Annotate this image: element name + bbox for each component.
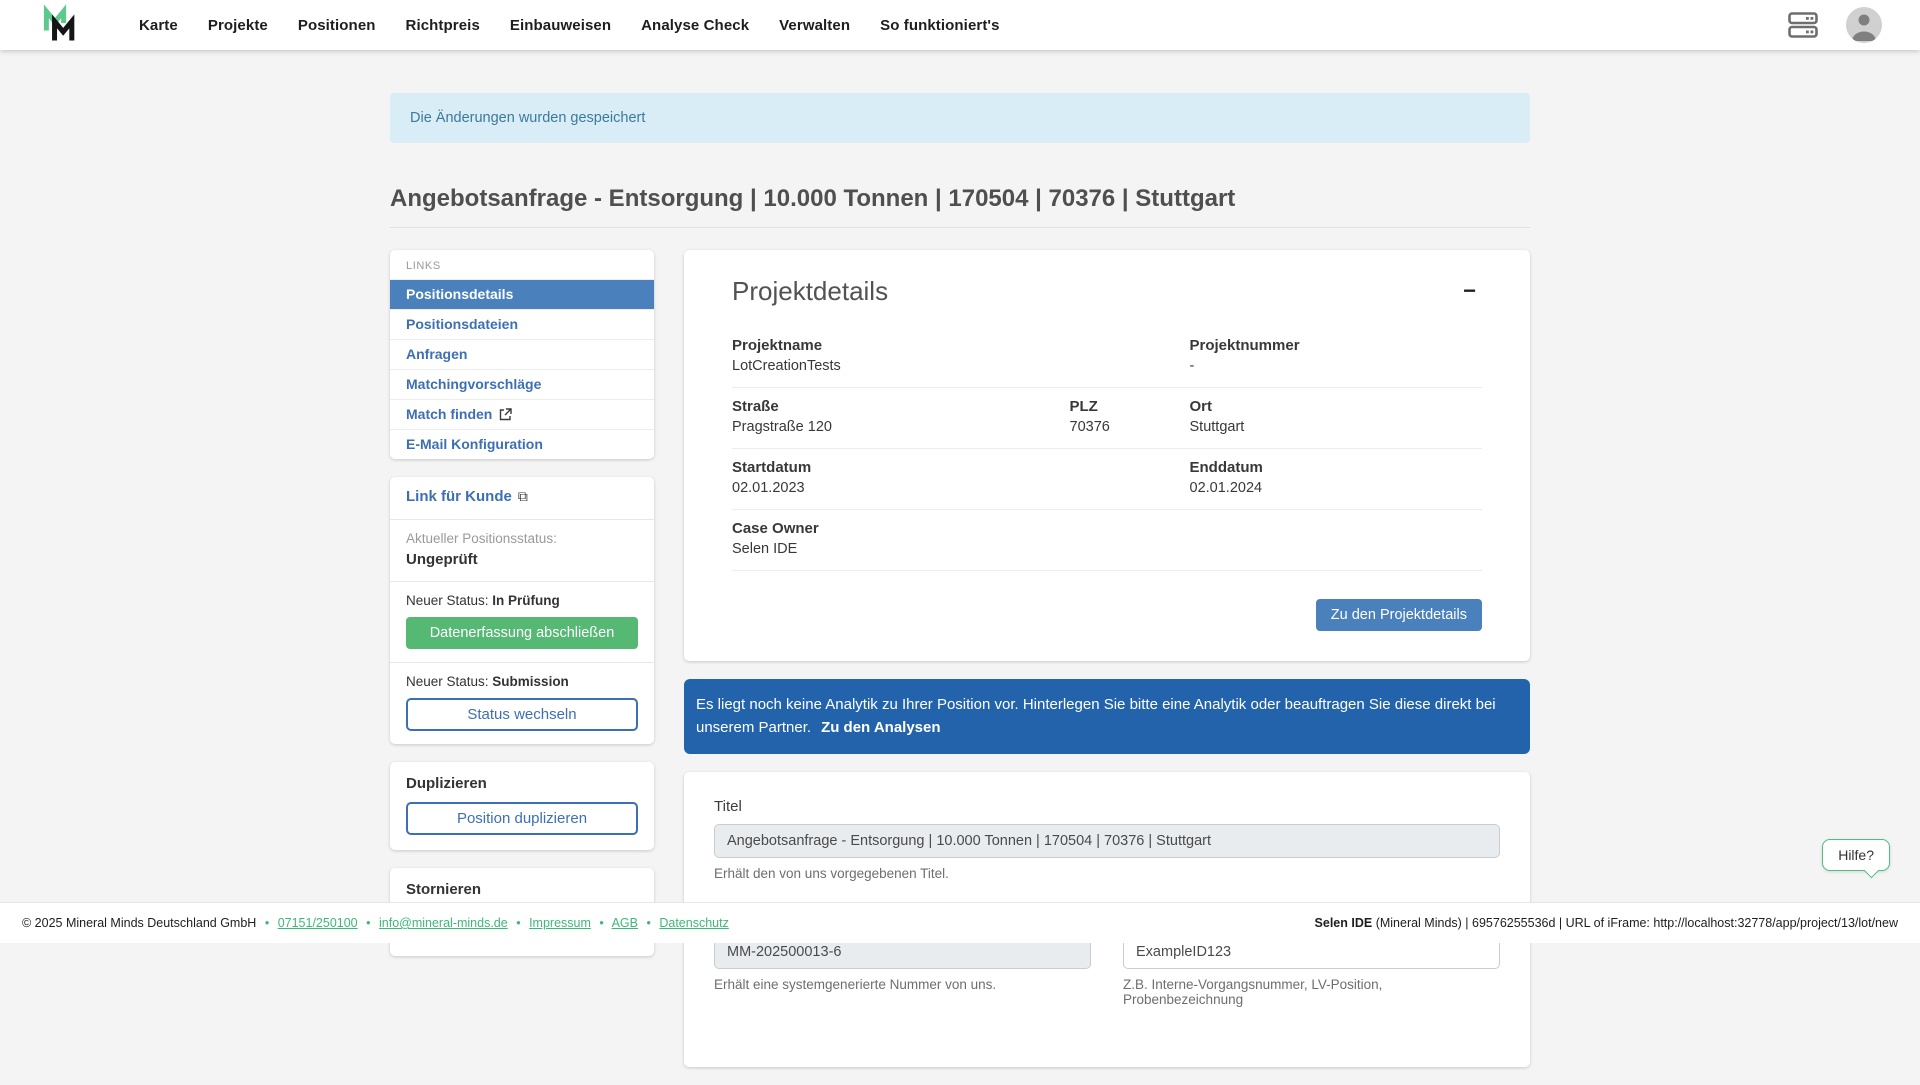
footer-link-email[interactable]: info@mineral-minds.de [379,916,508,930]
footer-link-agb[interactable]: AGB [612,916,638,930]
project-details-grid: Projektname LotCreationTests Projektnumm… [732,327,1482,571]
new-status-line-2: Neuer Status: Submission [406,674,638,689]
save-success-alert: Die Änderungen wurden gespeichert [390,93,1530,143]
nav-item-einbauweisen[interactable]: Einbauweisen [495,17,626,34]
detail-row-owner: Case Owner Selen IDE [732,510,1482,571]
title-helper-text: Erhält den von uns vorgegebenen Titel. [714,866,1500,881]
detail-row-name: Projektname LotCreationTests Projektnumm… [732,327,1482,388]
nav-item-richtpreis[interactable]: Richtpreis [391,17,495,34]
main-content: Projektdetails − Projektname LotCreation… [684,250,1530,1085]
nav-item-positionen[interactable]: Positionen [283,17,391,34]
status-card: Link für Kunde ⧉ Aktueller Positionsstat… [390,477,654,744]
footer-user-name: Selen IDE [1315,916,1373,930]
links-card: LINKS Positionsdetails Positionsdateien … [390,250,654,459]
duplicate-position-button[interactable]: Position duplizieren [406,802,638,835]
collapse-icon[interactable]: − [1457,276,1482,306]
copy-icon[interactable]: ⧉ [518,488,528,505]
help-button[interactable]: Hilfe? [1822,839,1890,871]
sidebar-item-positionsdetails[interactable]: Positionsdetails [390,279,654,309]
sidebar: LINKS Positionsdetails Positionsdateien … [390,250,654,974]
server-icon[interactable] [1788,12,1818,38]
sidebar-item-match-finden[interactable]: Match finden [390,399,654,429]
detail-row-dates: Startdatum 02.01.2023 Enddatum 02.01.202… [732,449,1482,510]
sidebar-item-matchingvorschlaege[interactable]: Matchingvorschläge [390,369,654,399]
project-details-title: Projektdetails [732,276,888,307]
detail-row-address: Straße Pragstraße 120 PLZ 70376 Ort Stut… [732,388,1482,449]
switch-status-button[interactable]: Status wechseln [406,698,638,731]
copyright-text: © 2025 Mineral Minds Deutschland GmbH [22,916,256,930]
footer-link-impressum[interactable]: Impressum [529,916,591,930]
our-position-number-helper: Erhält eine systemgenerierte Nummer von … [714,977,1091,992]
sidebar-item-anfragen[interactable]: Anfragen [390,339,654,369]
sidebar-item-label: Match finden [406,406,492,422]
project-details-card: Projektdetails − Projektname LotCreation… [684,250,1530,661]
nav-item-projekte[interactable]: Projekte [193,17,283,34]
page-title: Angebotsanfrage - Entsorgung | 10.000 To… [390,185,1530,228]
links-header: LINKS [390,250,654,279]
footer: © 2025 Mineral Minds Deutschland GmbH • … [0,902,1920,943]
footer-left: © 2025 Mineral Minds Deutschland GmbH • … [22,916,729,930]
top-navbar: Karte Projekte Positionen Richtpreis Ein… [0,0,1920,50]
customer-link[interactable]: Link für Kunde ⧉ [406,488,528,505]
nav-item-karte[interactable]: Karte [124,17,193,34]
position-number-helper: Z.B. Interne-Vorgangsnummer, LV-Position… [1123,977,1500,1007]
current-status-value: Ungeprüft [406,551,638,568]
external-link-icon [499,408,512,421]
customer-link-label: Link für Kunde [406,488,512,505]
analytics-banner: Es liegt noch keine Analytik zu Ihrer Po… [684,679,1530,754]
person-icon [1846,7,1882,43]
current-status-label: Aktueller Positionsstatus: [406,531,638,546]
complete-data-entry-button[interactable]: Datenerfassung abschließen [406,617,638,649]
user-avatar[interactable] [1846,7,1882,43]
footer-session-info: Selen IDE (Mineral Minds) | 69576255536d… [1315,916,1898,930]
footer-link-datenschutz[interactable]: Datenschutz [659,916,728,930]
nav-item-analyse-check[interactable]: Analyse Check [626,17,764,34]
go-to-analyses-link[interactable]: Zu den Analysen [821,719,940,736]
duplicate-header: Duplizieren [406,775,638,792]
duplicate-card: Duplizieren Position duplizieren [390,762,654,850]
new-status-line-1: Neuer Status: In Prüfung [406,593,638,608]
nav-item-verwalten[interactable]: Verwalten [764,17,865,34]
sidebar-item-positionsdateien[interactable]: Positionsdateien [390,309,654,339]
title-input [714,824,1500,858]
sidebar-item-email-konfiguration[interactable]: E-Mail Konfiguration [390,429,654,459]
cancel-header: Stornieren [406,881,638,898]
title-field-label: Titel [714,798,1500,815]
go-to-project-details-button[interactable]: Zu den Projektdetails [1316,599,1482,631]
nav-item-so-funktionierts[interactable]: So funktioniert's [865,17,1014,34]
footer-link-phone[interactable]: 07151/250100 [278,916,358,930]
logo-icon [40,4,80,46]
mineral-minds-logo[interactable] [40,4,80,46]
main-navigation: Karte Projekte Positionen Richtpreis Ein… [124,17,1015,34]
